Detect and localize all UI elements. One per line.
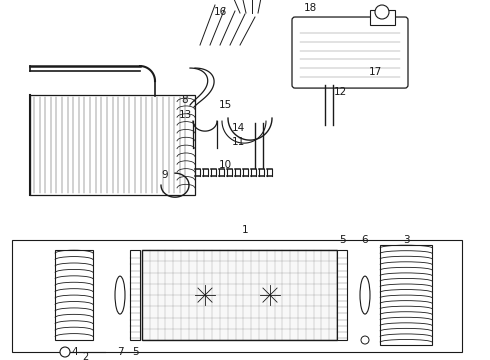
Bar <box>12 240 462 352</box>
Text: 5: 5 <box>132 347 138 357</box>
Bar <box>30 95 195 195</box>
Text: 12: 12 <box>333 87 346 97</box>
Text: 1: 1 <box>242 225 248 235</box>
Text: 10: 10 <box>219 160 232 170</box>
FancyBboxPatch shape <box>292 17 408 88</box>
Bar <box>370 10 395 25</box>
Text: 16: 16 <box>213 7 227 17</box>
Text: 4: 4 <box>72 347 78 357</box>
Text: 9: 9 <box>162 170 168 180</box>
Text: 11: 11 <box>231 137 245 147</box>
Text: 8: 8 <box>182 95 188 105</box>
Text: 14: 14 <box>231 123 245 133</box>
Text: 15: 15 <box>219 100 232 110</box>
Text: 3: 3 <box>403 235 409 245</box>
Bar <box>55 250 93 340</box>
Bar <box>380 245 432 345</box>
Text: 13: 13 <box>178 110 192 120</box>
Circle shape <box>375 5 389 19</box>
Text: 6: 6 <box>362 235 368 245</box>
Text: 7: 7 <box>117 347 123 357</box>
Text: 18: 18 <box>303 3 317 13</box>
Bar <box>337 250 347 340</box>
Text: 5: 5 <box>339 235 345 245</box>
Ellipse shape <box>115 276 125 314</box>
Circle shape <box>361 336 369 344</box>
Circle shape <box>60 347 70 357</box>
Bar <box>142 250 337 340</box>
Text: 2: 2 <box>82 352 88 360</box>
Text: 17: 17 <box>368 67 382 77</box>
Ellipse shape <box>360 276 370 314</box>
Bar <box>130 250 140 340</box>
